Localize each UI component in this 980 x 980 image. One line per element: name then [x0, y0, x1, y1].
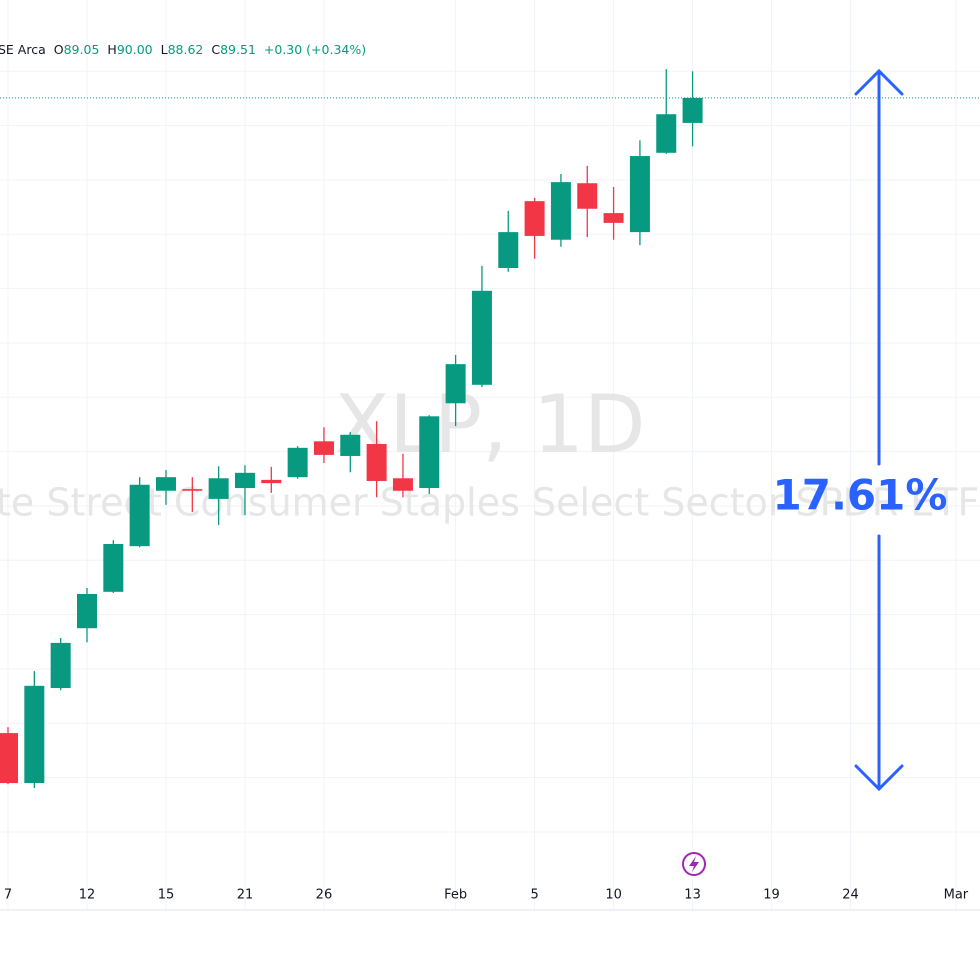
candle-body [603, 213, 624, 223]
candle-body [182, 489, 203, 491]
candle-body [419, 416, 440, 489]
header-line: SE Arca O89.05 H90.00 L88.62 C89.51 +0.30 (+0… [0, 42, 366, 57]
ohlc-value: 89.51 [220, 42, 256, 57]
candle-body [577, 183, 598, 209]
x-tick-label: 15 [158, 888, 175, 903]
ohlc-label: L [161, 42, 168, 57]
candle-body [682, 97, 703, 123]
candle-body [498, 232, 519, 268]
x-tick-label: 5 [530, 888, 538, 903]
x-tick-label: 13 [684, 888, 701, 903]
candle-body [234, 472, 255, 489]
candle-body [524, 201, 545, 236]
candle-body [208, 478, 229, 499]
x-tick-label: 26 [316, 888, 333, 903]
candle-body [340, 434, 361, 456]
x-tick-label: Feb [444, 888, 467, 903]
ohlc-value: 88.62 [168, 42, 204, 57]
x-tick-label: 7 [4, 888, 12, 903]
candle-body [392, 478, 413, 491]
candle-body [76, 593, 97, 629]
event-bolt [689, 856, 699, 872]
ohlc-label: C [211, 42, 220, 57]
candle-body [471, 290, 492, 385]
candle-body [287, 447, 308, 478]
candle-body [103, 543, 124, 592]
candle-body [50, 642, 71, 688]
exchange: SE Arca [0, 42, 46, 57]
header: SE Arca O89.05 H90.00 L88.62 C89.51 +0.30 (+0… [0, 42, 366, 57]
event-icon[interactable] [682, 852, 706, 876]
candle-body [550, 182, 571, 240]
x-tick-label: 21 [237, 888, 254, 903]
arrow-head [854, 764, 904, 792]
candle-body [261, 479, 282, 484]
candle-body [656, 114, 677, 153]
ohlc-label: O [54, 42, 64, 57]
x-tick-label: 12 [79, 888, 96, 903]
change: +0.30 (+0.34%) [264, 42, 366, 57]
x-tick-label: 24 [842, 888, 859, 903]
annotation: 17.61% [773, 471, 948, 520]
candle-body [366, 444, 387, 481]
ohlc-label: H [107, 42, 116, 57]
ohlc-value: 90.00 [117, 42, 153, 57]
candle-body [445, 364, 466, 404]
candle-body [313, 441, 334, 455]
candle-body [629, 156, 650, 233]
measure-arrow [854, 68, 904, 792]
candle-body [0, 733, 18, 784]
candle-body [129, 484, 150, 547]
arrow-head [854, 68, 904, 96]
candles [0, 69, 980, 788]
candle-body [24, 685, 45, 784]
x-tick-label: Mar [944, 888, 969, 903]
x-tick-label: 19 [763, 888, 780, 903]
ohlc-value: 89.05 [64, 42, 100, 57]
x-tick-label: 10 [605, 888, 622, 903]
candle-body [155, 477, 176, 491]
